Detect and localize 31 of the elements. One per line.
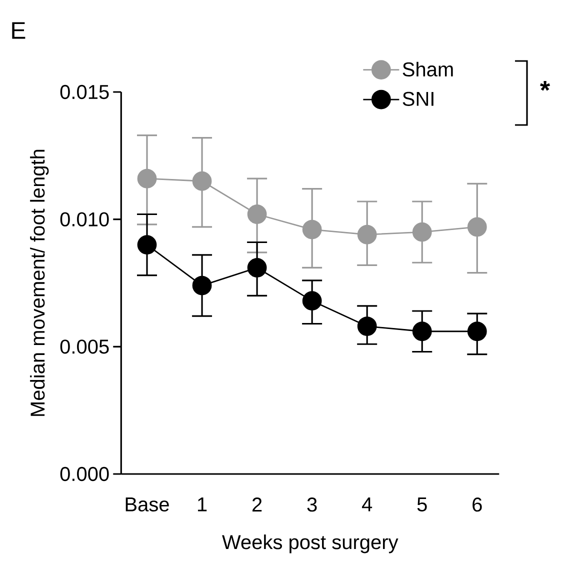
y-tick-label: 0.005 (60, 340, 109, 354)
y-tick-label: 0.010 (60, 212, 109, 226)
point (467, 217, 487, 237)
x-tick-label: 1 (198, 498, 207, 512)
point (467, 322, 487, 342)
y-axis-title: Median movement/ foot length (30, 150, 49, 416)
x-axis-title: Weeks post surgery (222, 534, 398, 554)
point (137, 235, 157, 254)
x-tick-label: 2 (252, 498, 262, 512)
legend-label: Sham (402, 62, 453, 76)
legend-label: SNI (402, 92, 434, 106)
point (247, 258, 267, 278)
y-tick-label: 0.015 (60, 84, 109, 100)
point (192, 276, 212, 296)
text: * (540, 81, 550, 91)
x-tick-label: 4 (362, 498, 372, 512)
x-tick-label: 6 (472, 498, 482, 512)
point (302, 220, 322, 240)
chart-title: E (12, 22, 26, 39)
point (357, 316, 377, 336)
point (302, 291, 322, 311)
point (357, 224, 377, 244)
point (412, 222, 432, 242)
point (137, 168, 157, 188)
x-tick-label: 5 (417, 498, 427, 512)
point (412, 322, 432, 342)
x-tick-label: 3 (307, 498, 317, 512)
point (192, 171, 212, 191)
x-tick-label: Base (126, 498, 169, 512)
y-tick-label: 0.000 (60, 466, 109, 482)
point (247, 204, 267, 224)
